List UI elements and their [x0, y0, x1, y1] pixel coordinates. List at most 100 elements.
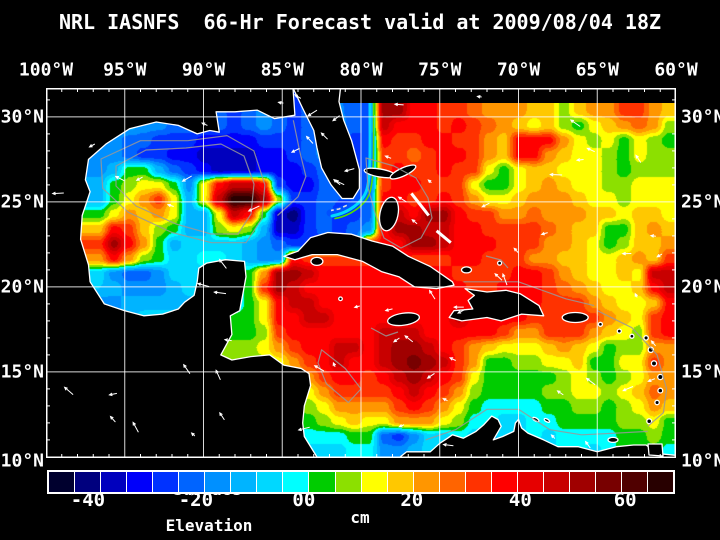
colorbar-tick-label: -20 [178, 489, 214, 511]
lat-label-right: 20°N [681, 276, 720, 298]
wind-vector [213, 290, 227, 295]
andros-land [378, 196, 400, 232]
colorbar-cell [127, 472, 153, 492]
colorbar [47, 470, 675, 494]
bonaire-land [543, 417, 551, 423]
colorbar-cell [283, 472, 309, 492]
colorbar-cell [465, 472, 491, 492]
wind-vector [306, 109, 318, 117]
margarita-land [607, 436, 619, 444]
wind-vector [190, 432, 196, 437]
wind-vector [219, 411, 225, 421]
wind-vector [290, 148, 300, 153]
wind-vector [223, 338, 232, 342]
wind-vector [183, 363, 191, 374]
colorbar-tick-label: 00 [292, 489, 316, 511]
curacao-land [532, 416, 540, 423]
wind-vector [397, 196, 407, 203]
colorbar-cell [622, 472, 648, 492]
colorbar-tick-label: -40 [70, 489, 106, 511]
wind-vector [384, 155, 392, 159]
colorbar-cell [231, 472, 257, 492]
wind-vector [313, 365, 325, 372]
wind-vector [621, 251, 632, 256]
wind-vector [293, 94, 302, 99]
bathymetry-contours [100, 120, 668, 441]
lat-label-left: 25°N [0, 191, 44, 213]
colorbar-cell [361, 472, 387, 492]
wind-vector [476, 95, 482, 99]
colorbar-cell [569, 472, 595, 492]
cuba-land [283, 231, 455, 290]
lon-label: 65°W [575, 59, 619, 81]
wind-vector [218, 258, 227, 269]
wind-vector [586, 147, 595, 153]
page-title: NRL IASNFS 66-Hr Forecast valid at 2009/… [58, 10, 662, 34]
inagua-land [460, 266, 473, 274]
gulf-stream-band [326, 98, 375, 220]
wind-vector [166, 203, 174, 208]
lat-label-right: 15°N [681, 361, 720, 383]
wind-vector [215, 369, 221, 381]
wind-vector [63, 386, 74, 395]
wind-vector [649, 234, 656, 238]
wind-vector [575, 158, 584, 162]
map-area: Surface Elevation [46, 88, 676, 535]
wind-vector [200, 122, 208, 126]
wind-vector [650, 340, 656, 347]
colorbar-cell [517, 472, 543, 492]
wind-vector [196, 282, 210, 288]
wind-vector [556, 390, 564, 396]
lon-label: 80°W [339, 59, 383, 81]
south-america-land [398, 415, 676, 458]
wind-vector [540, 231, 548, 236]
abaco-land [389, 164, 417, 180]
wind-vector [502, 272, 508, 286]
wind-vector [114, 175, 125, 182]
wind-vector [343, 168, 355, 173]
lat-label-right: 10°N [681, 450, 720, 472]
jamaica-land [386, 312, 421, 327]
wind-vector [332, 361, 337, 367]
wind-vector [51, 191, 64, 196]
wind-vector [384, 308, 393, 312]
eleuthera-land [410, 192, 430, 217]
wind-vector [481, 202, 490, 208]
lesser-antilles-islands [597, 321, 664, 425]
map-border [46, 88, 676, 458]
wind-vector [181, 175, 192, 182]
wind-vector [411, 218, 418, 225]
lon-label: 95°W [103, 59, 147, 81]
wind-vector [647, 378, 656, 382]
wind-vector [428, 289, 436, 300]
colorbar-cell [543, 472, 569, 492]
wind-vector [305, 135, 314, 144]
wind-vector [584, 440, 591, 449]
wind-vector [108, 392, 117, 397]
wind-vector [622, 386, 634, 392]
model-boundary-black [339, 88, 676, 103]
wind-vector [320, 132, 328, 140]
wind-vector [398, 424, 405, 428]
lat-label-left: 30°N [0, 106, 44, 128]
wind-vector [456, 308, 466, 314]
colorbar-cell [413, 472, 439, 492]
lat-label-left: 10°N [0, 450, 44, 472]
isle-of-youth-land [310, 256, 324, 267]
colorbar-unit: cm [350, 508, 370, 527]
colorbar-cell [309, 472, 335, 492]
wind-vector [635, 154, 642, 163]
hispaniola-land [448, 287, 545, 322]
colorbar-cell [491, 472, 517, 492]
colorbar-cell [179, 472, 205, 492]
puerto-rico-land [561, 311, 589, 324]
wind-vector [585, 377, 596, 386]
wind-vector [247, 205, 260, 212]
lon-label: 90°W [181, 59, 226, 81]
wind-vector [442, 398, 448, 402]
lat-label-left: 20°N [0, 276, 44, 298]
lat-label-left: 15°N [0, 361, 44, 383]
wind-vector [109, 415, 116, 423]
wind-vector [297, 426, 310, 432]
colorbar-cell [205, 472, 231, 492]
